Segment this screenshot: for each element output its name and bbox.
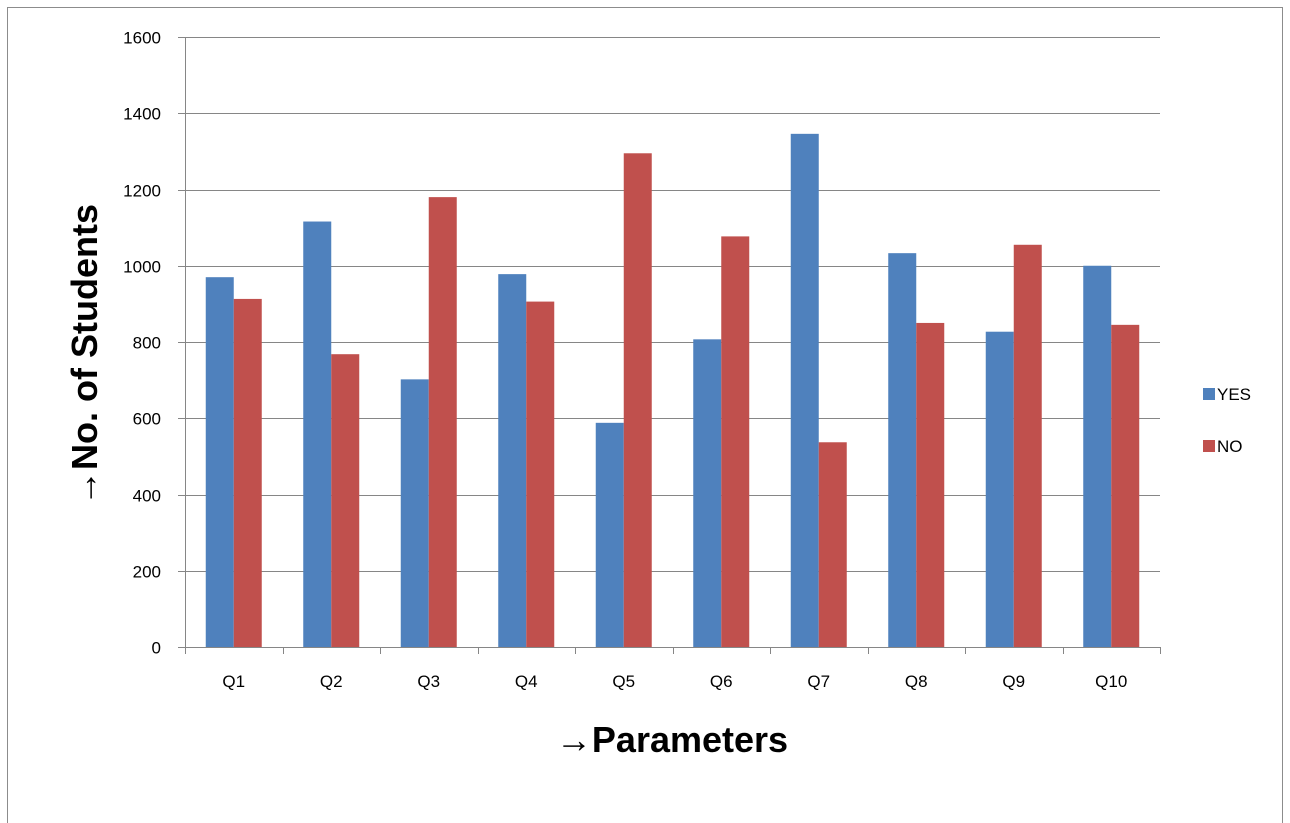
- x-tick-label: Q10: [1095, 672, 1127, 691]
- bar-no-q3: [428, 197, 457, 647]
- x-tick-label: Q6: [710, 672, 733, 691]
- bar-yes-q10: [1083, 265, 1112, 647]
- bar-no-q4: [526, 301, 555, 647]
- bar-yes-q7: [790, 133, 819, 647]
- legend-swatch-yes: [1203, 388, 1215, 400]
- bar-no-q2: [331, 354, 360, 647]
- y-tick-label: 1600: [123, 29, 161, 48]
- bar-no-q7: [818, 442, 847, 647]
- bar-yes-q8: [888, 253, 917, 647]
- x-tick-label: Q9: [1002, 672, 1025, 691]
- y-tick-label: 1200: [123, 182, 161, 201]
- bar-no-q6: [721, 236, 750, 648]
- bar-yes-q9: [985, 331, 1014, 647]
- y-tick-label: 400: [133, 487, 161, 506]
- bar-yes-q6: [693, 339, 722, 647]
- x-tick-label: Q8: [905, 672, 928, 691]
- x-axis-title: →Parameters: [556, 719, 788, 760]
- bar-no-q1: [233, 298, 262, 647]
- x-tick-label: Q7: [807, 672, 830, 691]
- x-tick-labels: Q1 Q2 Q3 Q4 Q5 Q6 Q7 Q8 Q9 Q10: [222, 672, 1127, 691]
- y-tick-label: 1400: [123, 105, 161, 124]
- x-tick-label: Q4: [515, 672, 538, 691]
- y-axis-title: →No. of Students: [64, 204, 105, 506]
- legend-label-yes: YES: [1217, 385, 1251, 404]
- bar-yes-q4: [498, 274, 527, 647]
- y-tick-labels: 0 200 400 600 800 1000 1200 1400 1600: [123, 29, 161, 658]
- x-tick-label: Q1: [222, 672, 245, 691]
- bars: [205, 133, 1140, 648]
- x-tick-label: Q2: [320, 672, 343, 691]
- bar-yes-q2: [303, 221, 332, 647]
- bar-no-q10: [1111, 324, 1140, 647]
- legend-swatch-no: [1203, 440, 1215, 452]
- y-tick-label: 800: [133, 334, 161, 353]
- y-tick-label: 200: [133, 563, 161, 582]
- bar-no-q9: [1013, 244, 1042, 647]
- axes: [178, 37, 1161, 654]
- legend: YES NO: [1203, 385, 1251, 456]
- bar-yes-q5: [595, 422, 624, 647]
- bar-no-q5: [623, 153, 652, 647]
- x-tick-label: Q5: [612, 672, 635, 691]
- x-tick-label: Q3: [417, 672, 440, 691]
- bar-yes-q3: [400, 379, 429, 647]
- bar-yes-q1: [205, 277, 234, 647]
- y-tick-label: 1000: [123, 258, 161, 277]
- legend-label-no: NO: [1217, 437, 1243, 456]
- bar-no-q8: [916, 322, 945, 647]
- y-tick-label: 0: [152, 639, 161, 658]
- y-tick-label: 600: [133, 410, 161, 429]
